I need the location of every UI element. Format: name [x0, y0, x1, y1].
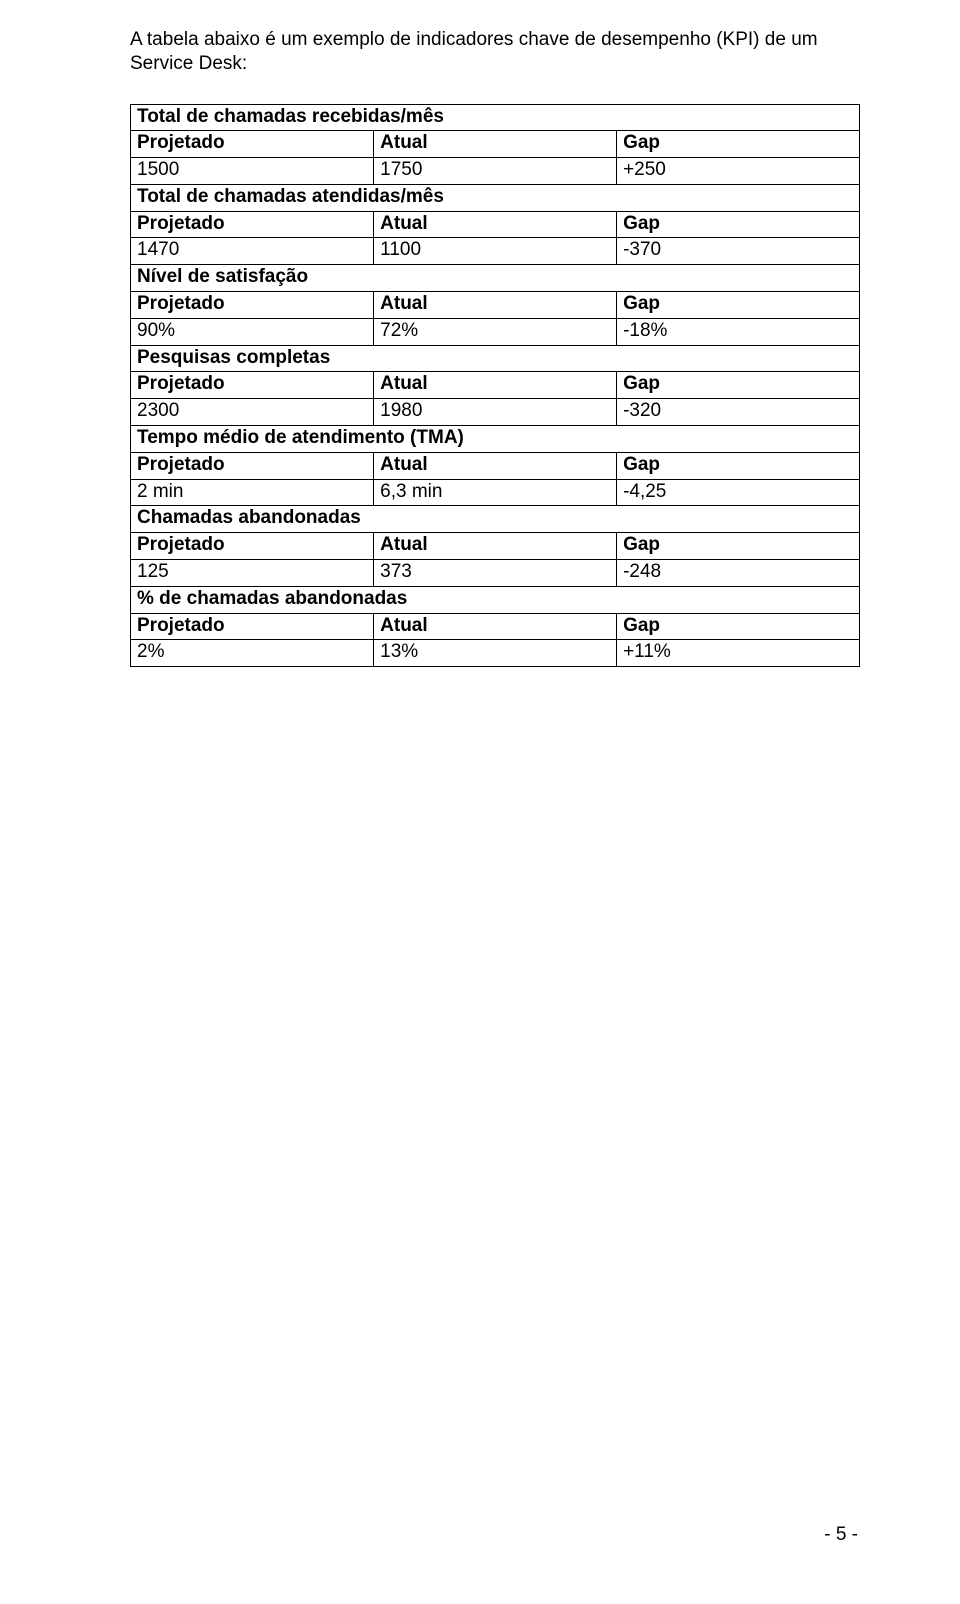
cell-atual: 373: [374, 560, 617, 587]
col-projetado: Projetado: [131, 372, 374, 399]
section-title: Total de chamadas atendidas/mês: [131, 184, 860, 211]
section-title-row: Total de chamadas atendidas/mês: [131, 184, 860, 211]
section-title-row: Tempo médio de atendimento (TMA): [131, 426, 860, 453]
section-title: % de chamadas abandonadas: [131, 586, 860, 613]
cell-gap: +250: [617, 158, 860, 185]
cell-atual: 6,3 min: [374, 479, 617, 506]
cell-gap: -370: [617, 238, 860, 265]
col-atual: Atual: [374, 131, 617, 158]
cell-projetado: 1500: [131, 158, 374, 185]
cell-gap: -4,25: [617, 479, 860, 506]
cell-atual: 1750: [374, 158, 617, 185]
section-title: Nível de satisfação: [131, 265, 860, 292]
column-label-row: Projetado Atual Gap: [131, 372, 860, 399]
cell-projetado: 90%: [131, 318, 374, 345]
intro-paragraph: A tabela abaixo é um exemplo de indicado…: [130, 28, 860, 76]
col-atual: Atual: [374, 452, 617, 479]
document-page: A tabela abaixo é um exemplo de indicado…: [0, 0, 960, 1604]
data-row: 2% 13% +11%: [131, 640, 860, 667]
section-title-row: Total de chamadas recebidas/mês: [131, 104, 860, 131]
col-gap: Gap: [617, 211, 860, 238]
data-row: 2 min 6,3 min -4,25: [131, 479, 860, 506]
col-atual: Atual: [374, 211, 617, 238]
col-atual: Atual: [374, 292, 617, 319]
page-number: - 5 -: [824, 1524, 858, 1546]
data-row: 90% 72% -18%: [131, 318, 860, 345]
col-projetado: Projetado: [131, 613, 374, 640]
col-projetado: Projetado: [131, 131, 374, 158]
column-label-row: Projetado Atual Gap: [131, 452, 860, 479]
cell-projetado: 2 min: [131, 479, 374, 506]
cell-projetado: 2300: [131, 399, 374, 426]
col-atual: Atual: [374, 533, 617, 560]
col-atual: Atual: [374, 372, 617, 399]
col-atual: Atual: [374, 613, 617, 640]
cell-projetado: 1470: [131, 238, 374, 265]
col-projetado: Projetado: [131, 533, 374, 560]
col-gap: Gap: [617, 372, 860, 399]
column-label-row: Projetado Atual Gap: [131, 613, 860, 640]
cell-atual: 1980: [374, 399, 617, 426]
section-title-row: Chamadas abandonadas: [131, 506, 860, 533]
section-title: Chamadas abandonadas: [131, 506, 860, 533]
cell-atual: 13%: [374, 640, 617, 667]
section-title-row: Pesquisas completas: [131, 345, 860, 372]
col-projetado: Projetado: [131, 452, 374, 479]
col-gap: Gap: [617, 613, 860, 640]
section-title: Total de chamadas recebidas/mês: [131, 104, 860, 131]
column-label-row: Projetado Atual Gap: [131, 292, 860, 319]
column-label-row: Projetado Atual Gap: [131, 131, 860, 158]
cell-gap: -18%: [617, 318, 860, 345]
kpi-table: Total de chamadas recebidas/mês Projetad…: [130, 104, 860, 668]
col-gap: Gap: [617, 533, 860, 560]
col-projetado: Projetado: [131, 211, 374, 238]
cell-atual: 72%: [374, 318, 617, 345]
data-row: 1470 1100 -370: [131, 238, 860, 265]
column-label-row: Projetado Atual Gap: [131, 211, 860, 238]
col-projetado: Projetado: [131, 292, 374, 319]
data-row: 125 373 -248: [131, 560, 860, 587]
data-row: 1500 1750 +250: [131, 158, 860, 185]
cell-projetado: 125: [131, 560, 374, 587]
section-title-row: % de chamadas abandonadas: [131, 586, 860, 613]
section-title-row: Nível de satisfação: [131, 265, 860, 292]
cell-gap: +11%: [617, 640, 860, 667]
cell-projetado: 2%: [131, 640, 374, 667]
cell-gap: -320: [617, 399, 860, 426]
data-row: 2300 1980 -320: [131, 399, 860, 426]
cell-atual: 1100: [374, 238, 617, 265]
col-gap: Gap: [617, 292, 860, 319]
cell-gap: -248: [617, 560, 860, 587]
column-label-row: Projetado Atual Gap: [131, 533, 860, 560]
section-title: Tempo médio de atendimento (TMA): [131, 426, 860, 453]
col-gap: Gap: [617, 131, 860, 158]
section-title: Pesquisas completas: [131, 345, 860, 372]
col-gap: Gap: [617, 452, 860, 479]
